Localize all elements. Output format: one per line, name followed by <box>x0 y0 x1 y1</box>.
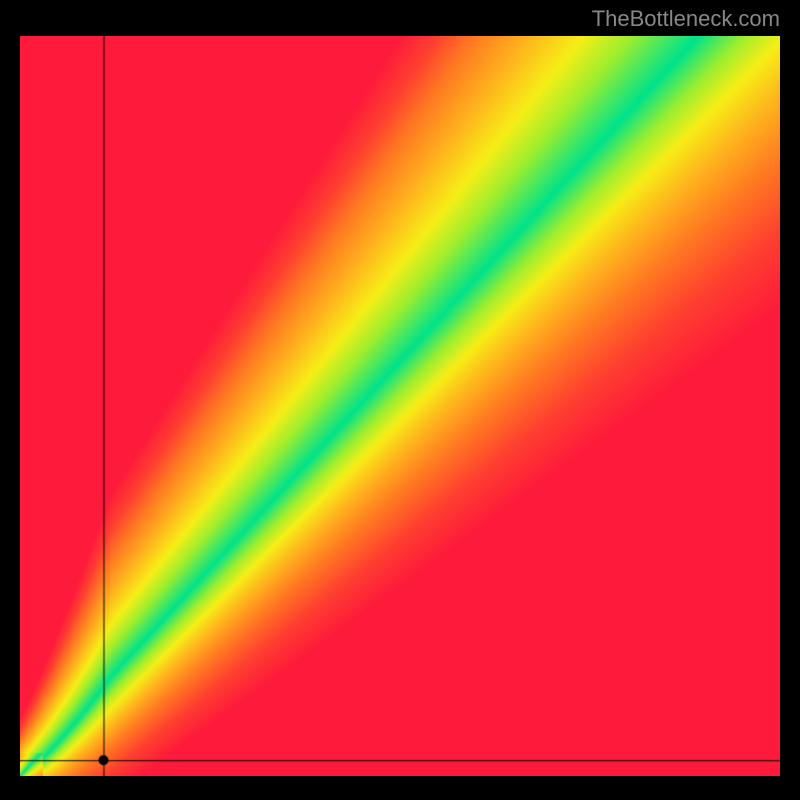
heatmap-plot <box>20 36 780 776</box>
watermark-text: TheBottleneck.com <box>592 6 780 32</box>
heatmap-canvas <box>20 36 780 776</box>
